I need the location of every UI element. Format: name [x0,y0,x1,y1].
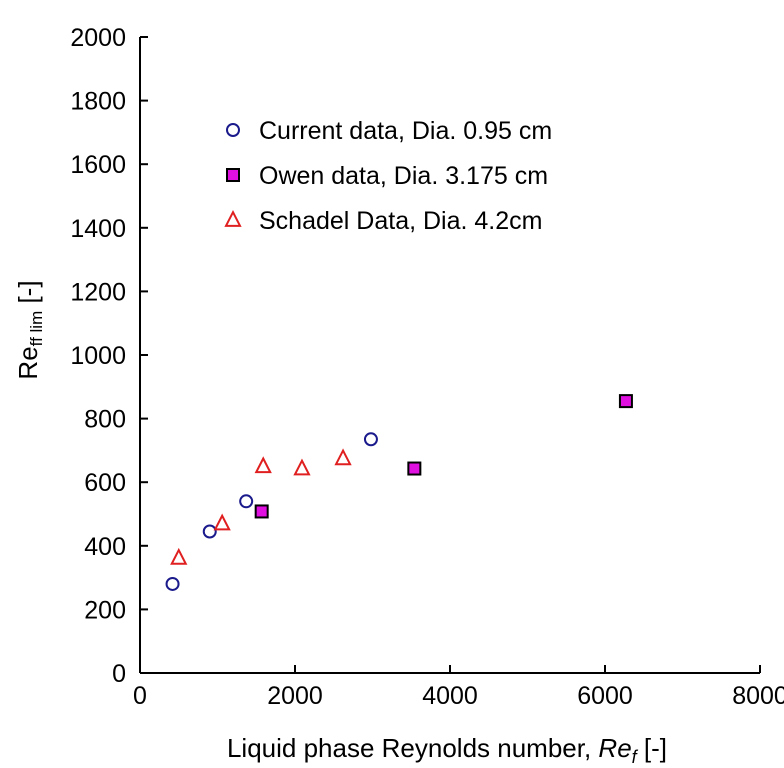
legend-triangle-icon [224,210,242,227]
y-tick-label: 1200 [70,278,126,306]
triangle-data-point [170,547,188,565]
square-data-point [618,394,633,409]
square-data-point [407,461,422,476]
y-tick-label: 1600 [70,151,126,179]
legend-square-icon [226,168,240,182]
y-tick-label: 400 [84,533,126,561]
legend-circle-icon [226,123,240,137]
triangle-data-point [334,448,352,466]
triangle-data-point [293,458,311,476]
y-tick-label: 600 [84,469,126,497]
x-axis-ticks: 0 2000 4000 6000 8000 [133,665,784,710]
y-tick-label: 0 [112,660,126,688]
y-axis-ticks: 0 200 400 600 800 1000 1200 1400 1600 1800 2000 [70,24,148,688]
y-tick-label: 200 [84,596,126,624]
x-tick-label: 6000 [577,682,633,710]
y-tick-label: 1000 [70,342,126,370]
data-markers [165,394,633,591]
legend-label: Owen data, Dia. 3.175 cm [259,162,548,190]
circle-data-point [239,494,254,509]
circle-data-point [363,432,378,447]
square-data-point [254,504,269,519]
x-tick-label: 2000 [267,682,323,710]
y-tick-label: 1800 [70,88,126,116]
triangle-data-point [254,456,272,474]
triangle-data-point [213,513,231,531]
y-tick-label: 2000 [70,24,126,52]
x-axis-label: Liquid phase Reynolds number, Ref [-] [227,733,667,767]
x-tick-label: 8000 [732,682,784,710]
legend-label: Schadel Data, Dia. 4.2cm [259,207,542,235]
y-tick-label: 800 [84,406,126,434]
legend-label: Current data, Dia. 0.95 cm [259,117,552,145]
x-tick-label: 4000 [422,682,478,710]
x-tick-label: 0 [133,682,147,710]
legend: Current data, Dia. 0.95 cm Owen data, Dia… [224,117,552,235]
y-tick-label: 1400 [70,215,126,243]
y-axis-label: Reff lim [-] [13,280,46,379]
circle-data-point [165,576,180,591]
circle-data-point [202,524,217,539]
